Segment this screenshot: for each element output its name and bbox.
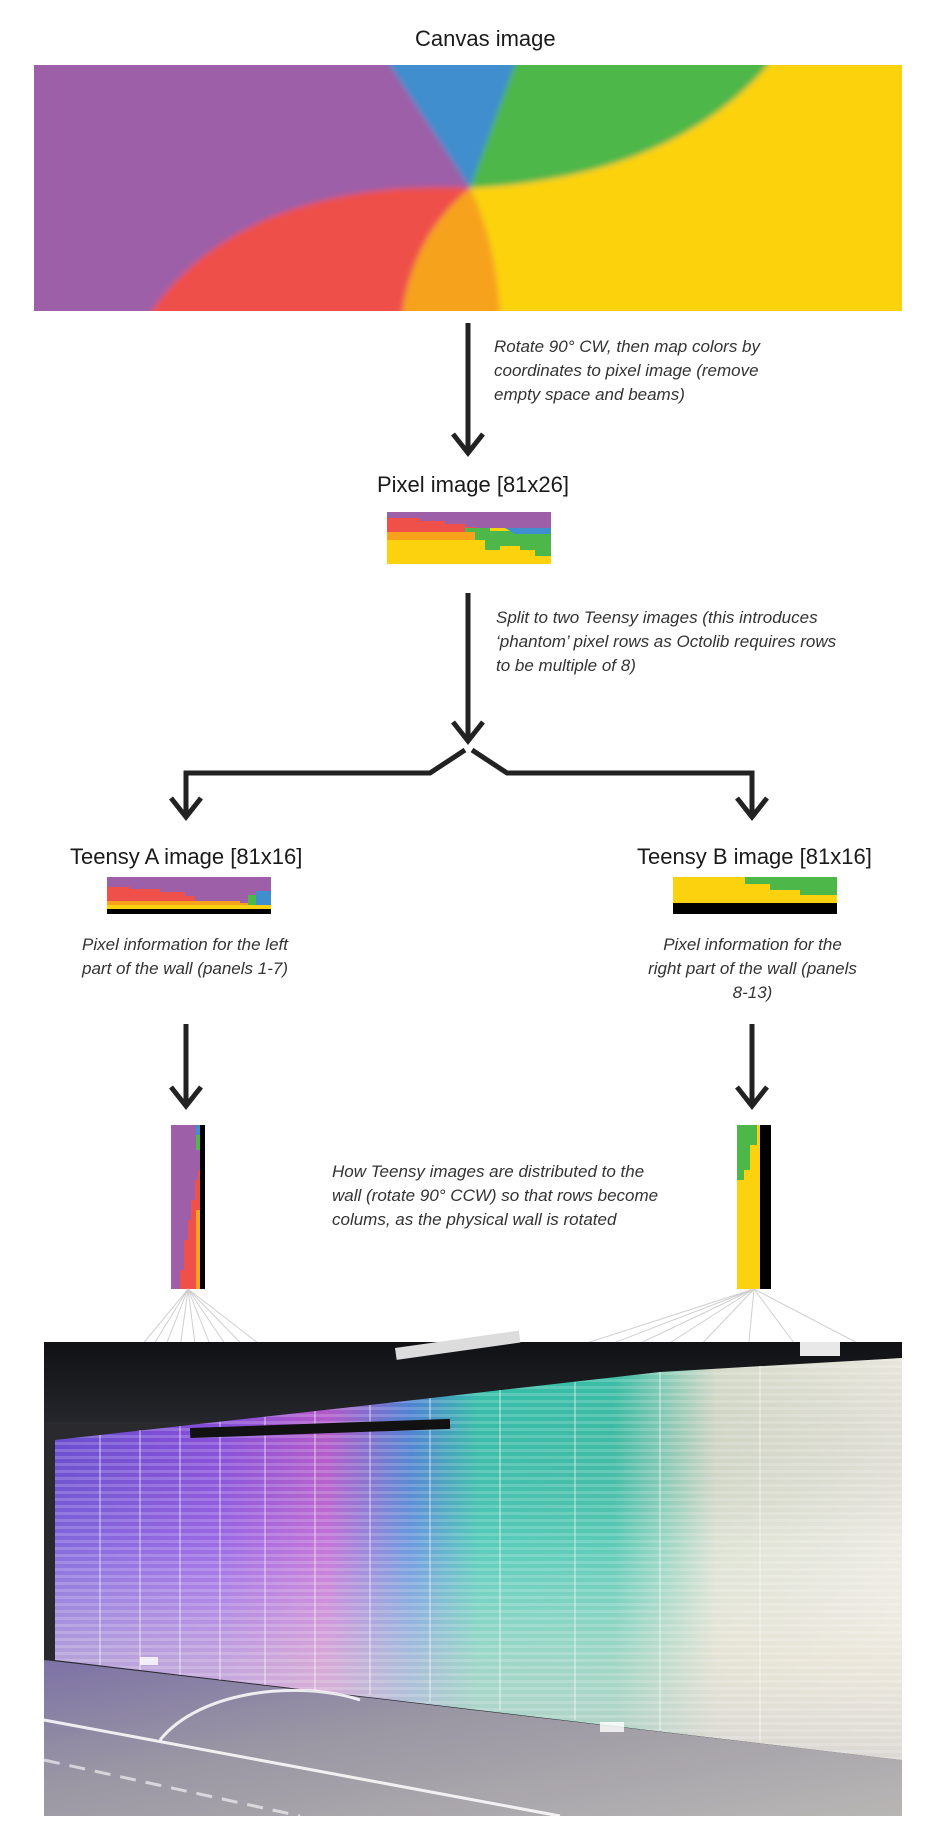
arrow-down-b	[735, 1024, 769, 1111]
canvas-image-title: Canvas image	[415, 26, 556, 51]
canvas-region-purple	[34, 65, 902, 311]
teensy-a-caption: Pixel information for the left part of t…	[82, 935, 288, 978]
pixel-image	[387, 512, 551, 564]
canvas-region-green	[470, 65, 768, 188]
pixel-image-title: Pixel image [81x26]	[377, 472, 569, 497]
wall-photo	[43, 1330, 902, 1818]
arrow-down-1	[451, 323, 485, 458]
split-note: Split to two Teensy images (this introdu…	[496, 608, 837, 675]
teensy-b-image	[673, 877, 837, 914]
teensy-b-caption: Pixel information for the right part of …	[648, 935, 857, 1002]
arrow-down-a	[169, 1024, 203, 1111]
canvas-region-blue	[389, 65, 551, 188]
canvas-region-orange	[402, 188, 500, 311]
canvas-region-yellow	[470, 65, 902, 311]
canvas-region-red	[151, 187, 470, 311]
panel-mapping-lines	[71, 1288, 891, 1431]
canvas-color-regions	[34, 65, 902, 311]
teensy-a-rotated-strip	[171, 1125, 205, 1289]
distribute-note: How Teensy images are distributed to the…	[332, 1162, 659, 1229]
teensy-b-rotated-strip	[737, 1125, 771, 1289]
teensy-a-title: Teensy A image [81x16]	[70, 844, 303, 869]
teensy-b-title: Teensy B image [81x16]	[637, 844, 872, 869]
teensy-a-image	[107, 877, 271, 914]
rotate-note: Rotate 90° CW, then map colors by coordi…	[494, 337, 761, 404]
